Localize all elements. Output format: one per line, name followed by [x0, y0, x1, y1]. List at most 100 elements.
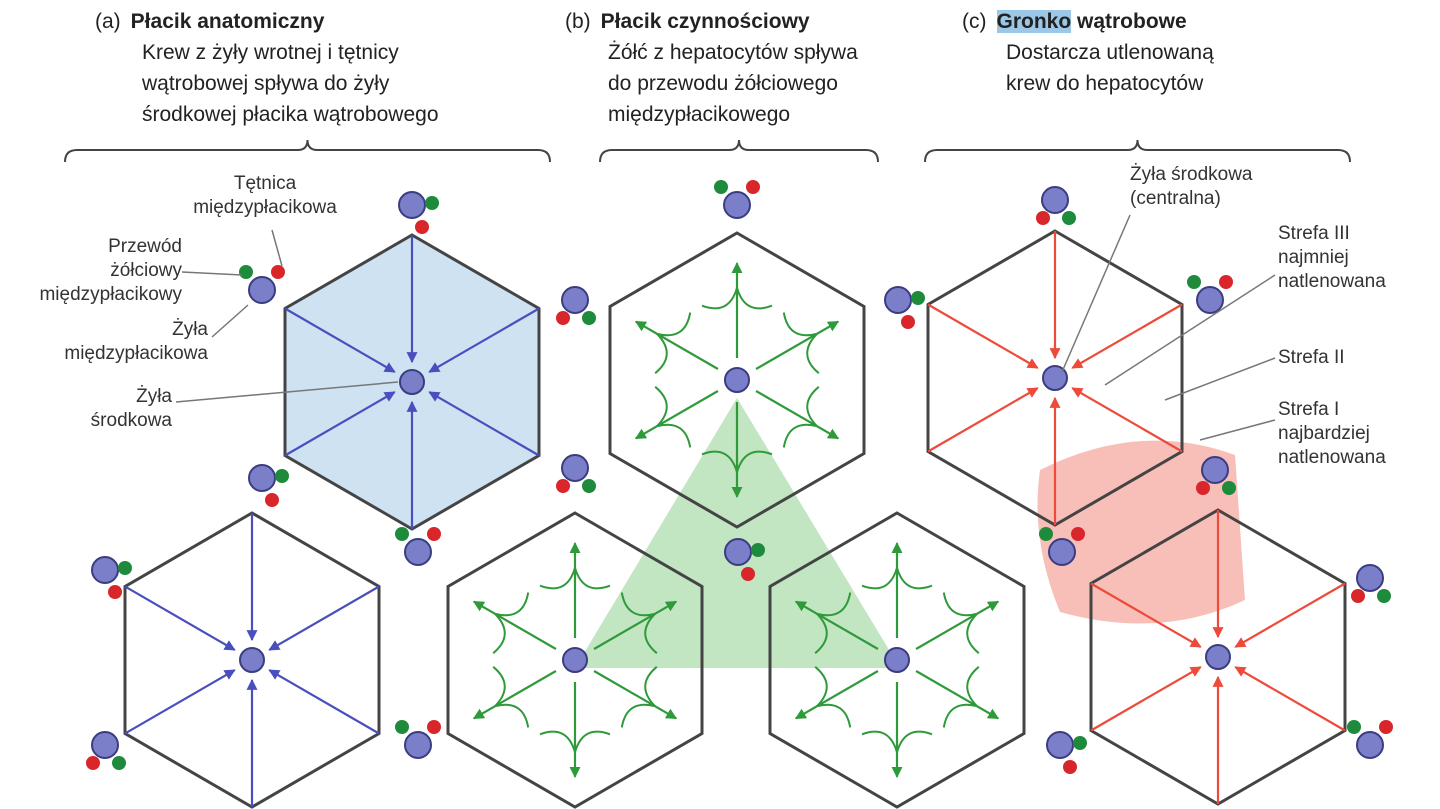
- central-vein: [1042, 365, 1068, 391]
- hexagon-lobule: [768, 511, 1026, 809]
- bile-tributary: [701, 287, 738, 310]
- bile-duct: [395, 720, 409, 734]
- panel-a-tag: (a): [95, 10, 121, 33]
- panel-a-desc-2: wątrobowej spływa do żyły: [142, 72, 390, 95]
- bile-flow-arrow: [794, 600, 879, 650]
- bile-duct: [275, 469, 289, 483]
- bile-tributary: [574, 567, 611, 590]
- bile-tributary: [644, 613, 658, 654]
- bile-tributary: [494, 592, 530, 617]
- bile-flow-arrow: [755, 320, 840, 370]
- panel-b-desc-1: Żółć z hepatocytów spływa: [608, 41, 858, 64]
- interlobular-artery: [746, 180, 760, 194]
- interlobular-artery: [108, 585, 122, 599]
- bile-flow-arrow: [915, 600, 1000, 650]
- interlobular-artery: [86, 756, 100, 770]
- panel-a-desc-1: Krew z żyły wrotnej i tętnicy: [142, 41, 399, 64]
- bile-flow-arrow: [593, 670, 678, 720]
- hexagon-lobule: [446, 511, 704, 809]
- bile-tributary: [574, 730, 611, 753]
- bile-flow-arrow: [634, 320, 719, 370]
- central-vein: [239, 647, 265, 673]
- leader-line: [271, 229, 283, 267]
- bile-tributary: [492, 666, 506, 707]
- bile-tributary: [814, 613, 828, 654]
- bile-tributary: [816, 592, 852, 617]
- bile-tributary: [656, 312, 692, 337]
- bile-duct: [239, 265, 253, 279]
- bile-tributary: [816, 703, 852, 728]
- flow-arrow: [1090, 666, 1202, 732]
- flow-arrow: [124, 585, 236, 651]
- bile-duct: [582, 479, 596, 493]
- bile-tributary: [736, 450, 773, 473]
- bile-duct: [1222, 481, 1236, 495]
- bile-tributary: [942, 703, 978, 728]
- leader-line: [1164, 357, 1276, 401]
- panel-c-tag: (c): [962, 10, 987, 33]
- bile-tributary: [539, 730, 576, 753]
- bile-tributary: [736, 287, 773, 310]
- bile-flow-arrow: [794, 670, 879, 720]
- panel-a-header: (a) Płacik anatomiczny Krew z żyły wrotne…: [95, 6, 439, 130]
- flow-arrow: [927, 387, 1039, 453]
- bile-duct: [911, 291, 925, 305]
- bracket-1: [599, 139, 879, 163]
- interlobular-vein: [404, 538, 432, 566]
- bile-tributary: [782, 423, 818, 448]
- bile-flow-arrow: [755, 390, 840, 440]
- central-vein: [562, 647, 588, 673]
- leader-line: [175, 381, 399, 403]
- flow-arrow: [1090, 582, 1202, 648]
- leader-line: [1199, 419, 1276, 441]
- bile-tributary: [861, 730, 898, 753]
- interlobular-vein: [1046, 731, 1074, 759]
- bile-tributary: [782, 312, 818, 337]
- panel-c-title-highlight: Gronko: [996, 10, 1072, 33]
- hexagon-lobule: [608, 231, 866, 529]
- label-strefa-2: Strefa II: [1278, 347, 1345, 368]
- central-vein: [724, 367, 750, 393]
- interlobular-artery: [427, 527, 441, 541]
- panel-b-desc-3: międzypłacikowego: [608, 103, 791, 126]
- panel-a-title: Płacik anatomiczny: [130, 10, 325, 33]
- flow-arrow: [428, 391, 540, 457]
- flow-arrow: [1071, 387, 1183, 453]
- bile-duct: [1377, 589, 1391, 603]
- interlobular-vein: [561, 454, 589, 482]
- bile-duct: [1073, 736, 1087, 750]
- central-vein: [399, 369, 425, 395]
- bile-flow-arrow: [472, 670, 557, 720]
- flow-arrow: [284, 391, 396, 457]
- interlobular-artery: [1063, 760, 1077, 774]
- interlobular-vein: [1041, 186, 1069, 214]
- panel-c-desc-2: krew do hepatocytów: [1006, 72, 1204, 95]
- bile-duct: [1039, 527, 1053, 541]
- panel-b-desc-2: do przewodu żółciowego: [608, 72, 838, 95]
- bile-duct: [118, 561, 132, 575]
- bile-duct: [1062, 211, 1076, 225]
- bile-duct: [751, 543, 765, 557]
- bile-duct: [395, 527, 409, 541]
- bile-flow-arrow: [593, 600, 678, 650]
- bile-tributary: [966, 666, 980, 707]
- interlobular-vein: [398, 191, 426, 219]
- interlobular-artery: [1351, 589, 1365, 603]
- interlobular-artery: [1036, 211, 1050, 225]
- flow-arrow: [1234, 582, 1346, 648]
- interlobular-artery: [265, 493, 279, 507]
- interlobular-vein: [561, 286, 589, 314]
- interlobular-artery: [415, 220, 429, 234]
- bile-duct: [112, 756, 126, 770]
- interlobular-artery: [1196, 481, 1210, 495]
- bile-tributary: [539, 567, 576, 590]
- central-vein: [1205, 644, 1231, 670]
- label-zyla-centralna: Żyła środkowa (centralna): [1130, 164, 1253, 209]
- flow-arrow: [428, 307, 540, 373]
- bile-tributary: [644, 666, 658, 707]
- bile-tributary: [861, 567, 898, 590]
- panel-b-title: Płacik czynnościowy: [600, 10, 810, 33]
- interlobular-artery: [901, 315, 915, 329]
